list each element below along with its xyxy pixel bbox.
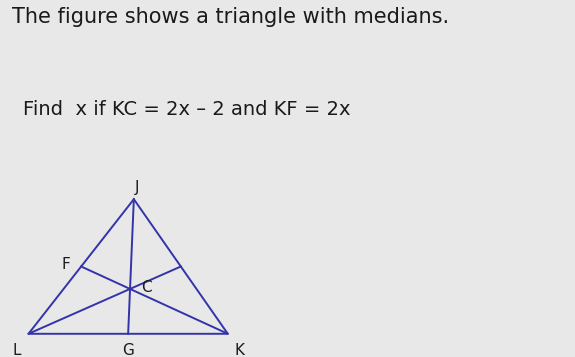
Text: C: C xyxy=(141,280,152,295)
Text: K: K xyxy=(235,343,245,357)
Text: L: L xyxy=(13,343,21,357)
Text: J: J xyxy=(135,180,139,195)
Text: Find  x if KC = 2x – 2 and KF = 2x: Find x if KC = 2x – 2 and KF = 2x xyxy=(23,100,351,119)
Text: F: F xyxy=(61,257,70,272)
Text: G: G xyxy=(122,343,134,357)
Text: The figure shows a triangle with medians.: The figure shows a triangle with medians… xyxy=(12,7,448,27)
